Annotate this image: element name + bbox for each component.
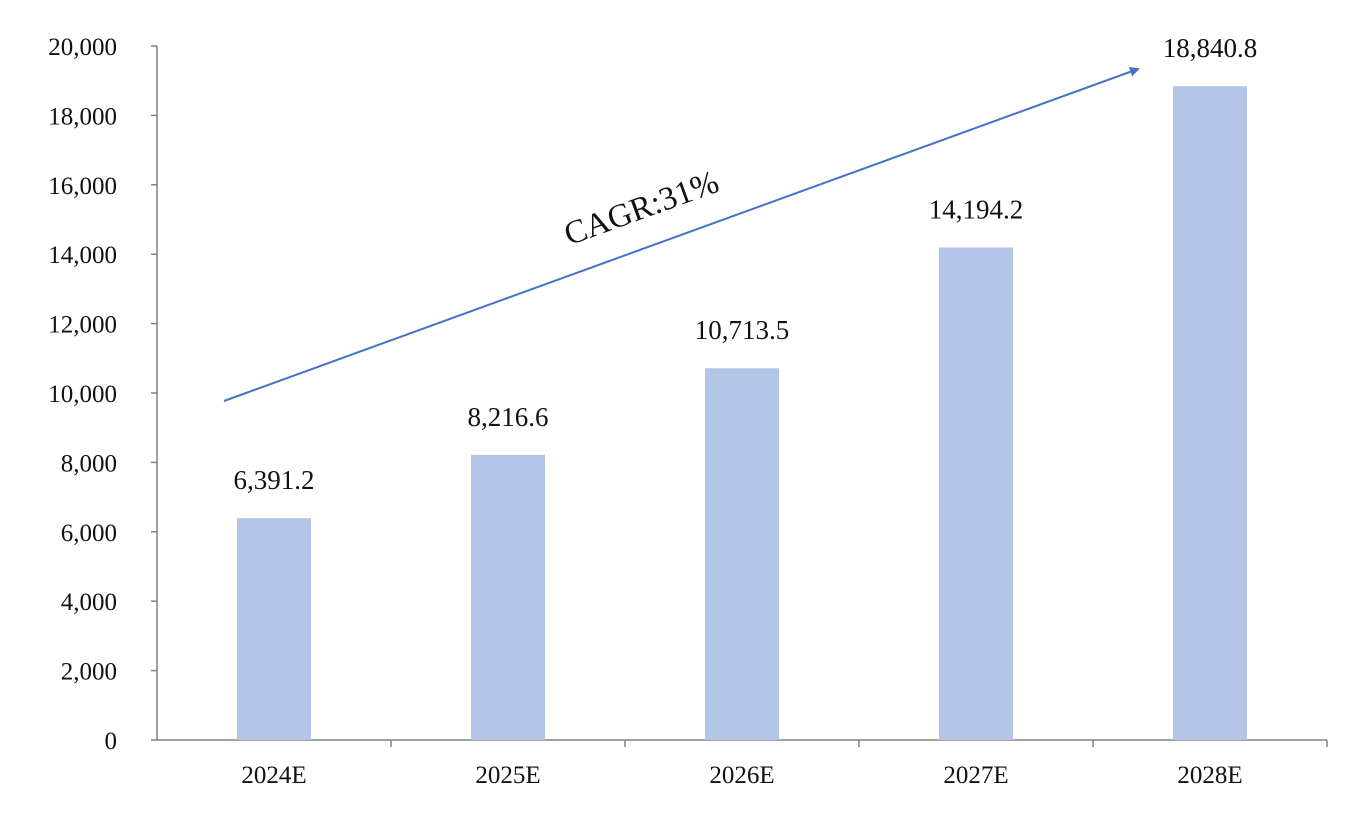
cagr-label: CAGR:31% [560, 164, 724, 253]
y-tick-label: 14,000 [48, 242, 117, 269]
bar [705, 368, 779, 740]
x-tick-label: 2026E [709, 762, 774, 789]
bar [471, 454, 545, 740]
data-label: 14,194.2 [929, 194, 1024, 224]
data-label: 8,216.6 [468, 402, 549, 432]
x-tick-label: 2025E [475, 762, 540, 789]
bar [1173, 86, 1247, 740]
x-tick-label: 2028E [1177, 762, 1242, 789]
bar [237, 518, 311, 740]
y-tick-label: 20,000 [48, 34, 117, 61]
y-tick-label: 16,000 [48, 173, 117, 200]
x-tick-label: 2027E [943, 762, 1008, 789]
y-tick-label: 6,000 [61, 520, 117, 547]
x-tick-label: 2024E [241, 762, 306, 789]
bars [237, 86, 1247, 741]
y-tick-label: 8,000 [61, 450, 117, 477]
y-tick-label: 18,000 [48, 103, 117, 130]
y-tick-label: 2,000 [61, 659, 117, 686]
data-label: 18,840.8 [1163, 33, 1258, 63]
labels: 0 2,000 4,000 6,000 8,000 10,000 12,000 14,000 1… [48, 33, 1257, 789]
y-tick-label: 12,000 [48, 312, 117, 339]
y-tick-label: 0 [105, 728, 118, 755]
y-tick-label: 10,000 [48, 381, 117, 408]
data-label: 6,391.2 [234, 465, 315, 495]
cagr-arrow [223, 67, 1140, 402]
y-tick-label: 4,000 [61, 589, 117, 616]
data-label: 10,713.5 [695, 315, 790, 345]
bar [939, 247, 1013, 741]
